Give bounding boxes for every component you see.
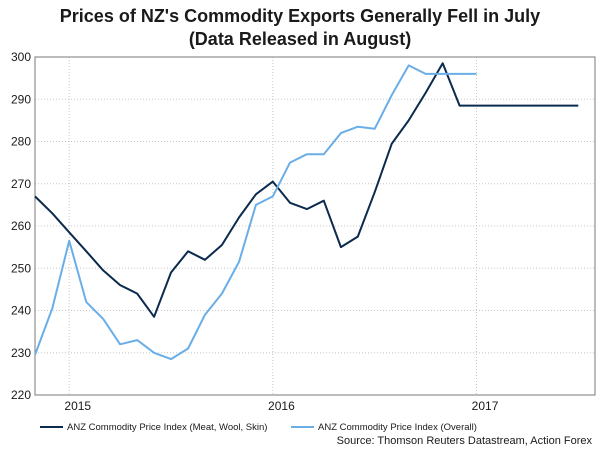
series-layer bbox=[34, 62, 579, 361]
x-axis-ticks: 2015 2016 2017 bbox=[64, 399, 498, 413]
series-line-overall bbox=[34, 64, 477, 361]
x-tick-label: 2017 bbox=[472, 399, 499, 413]
x-tick-label: 2016 bbox=[268, 399, 295, 413]
plot-frame bbox=[34, 56, 596, 396]
y-tick-label: 300 bbox=[11, 50, 31, 64]
y-tick-label: 260 bbox=[11, 219, 31, 233]
y-tick-label: 280 bbox=[11, 135, 31, 149]
series-line-meat-wool-skin bbox=[34, 62, 579, 318]
y-tick-label: 290 bbox=[11, 92, 31, 106]
y-tick-label: 220 bbox=[11, 388, 31, 402]
legend-label-overall: ANZ Commodity Price Index (Overall) bbox=[318, 422, 477, 433]
y-tick-label: 250 bbox=[11, 261, 31, 275]
legend: ANZ Commodity Price Index (Meat, Wool, S… bbox=[40, 422, 477, 433]
legend-label-meat-wool-skin: ANZ Commodity Price Index (Meat, Wool, S… bbox=[67, 422, 267, 433]
y-axis-ticks: 220 230 240 250 260 270 280 290 300 bbox=[11, 50, 31, 402]
source-note: Source: Thomson Reuters Datastream, Acti… bbox=[337, 435, 593, 447]
chart-title-line-2: (Data Released in August) bbox=[189, 29, 411, 49]
y-tick-label: 270 bbox=[11, 177, 31, 191]
y-tick-label: 230 bbox=[11, 346, 31, 360]
grid-layer bbox=[35, 57, 595, 395]
chart-title-line-1: Prices of NZ's Commodity Exports General… bbox=[60, 6, 540, 26]
y-tick-label: 240 bbox=[11, 304, 31, 318]
x-tick-label: 2015 bbox=[64, 399, 91, 413]
